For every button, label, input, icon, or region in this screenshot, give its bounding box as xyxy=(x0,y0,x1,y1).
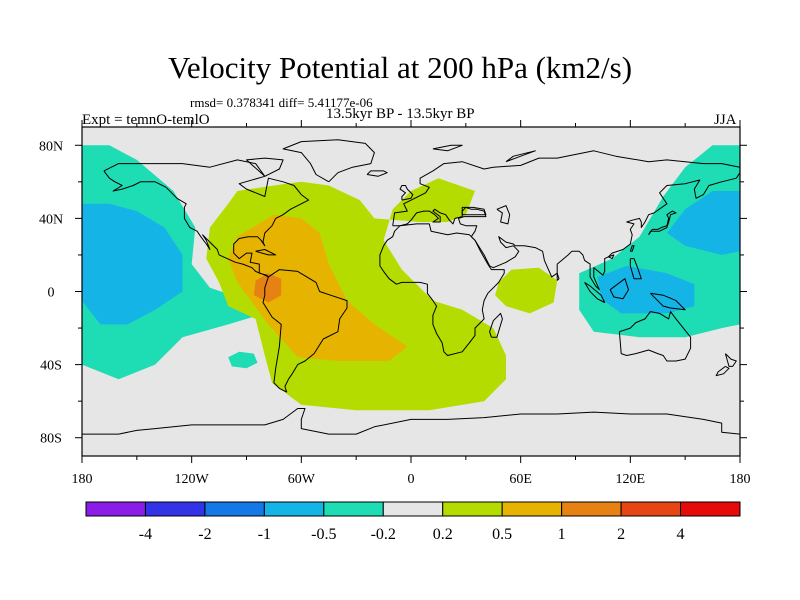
colorbar-swatch xyxy=(620,501,682,517)
coastline-australia xyxy=(618,311,692,362)
region-ne-pacific-core xyxy=(82,203,183,325)
coastline-novaya-zemlya xyxy=(505,150,536,163)
x-tick-label: 120E xyxy=(616,472,646,487)
x-tick-label: 180 xyxy=(72,472,93,487)
region-maritime-core xyxy=(597,265,695,314)
y-tick-label: 80N xyxy=(39,139,63,154)
coastline-japan xyxy=(648,210,677,236)
coastline-philippines xyxy=(629,258,642,280)
colorbar-label: 0.5 xyxy=(492,526,512,543)
colorbar-label: 0.2 xyxy=(433,526,453,543)
coastline-uk xyxy=(399,185,414,201)
y-tick-label: 80S xyxy=(40,432,62,447)
colorbar: -4 -2 -1 -0.5 -0.2 0.2 0.5 1 2 4 xyxy=(85,501,741,543)
coastline-new-zealand-south xyxy=(715,365,730,377)
coastline-south-america xyxy=(262,269,348,393)
colorbar-swatch xyxy=(204,501,265,517)
colorbar-swatch xyxy=(382,501,444,517)
colorbar-label: -1 xyxy=(258,526,271,543)
coastline-hainan xyxy=(608,254,615,260)
stats-text: rmsd= 0.378341 diff= 5.41177e-06 xyxy=(190,95,373,110)
region-s-pacific-patch xyxy=(228,351,258,369)
region-w-pacific-core xyxy=(666,191,740,255)
coastline-svalbard xyxy=(432,144,463,152)
chart-title: Velocity Potential at 200 hPa (km2/s) xyxy=(167,50,633,85)
colorbar-label: 1 xyxy=(558,526,566,543)
x-tick-label: 120W xyxy=(175,472,210,487)
coastline-iceland xyxy=(366,170,388,177)
x-tick-label: 180 xyxy=(730,472,751,487)
coastline-new-zealand xyxy=(724,353,737,367)
experiment-label: Expt = temnO-temlO xyxy=(82,112,210,128)
colorbar-swatch xyxy=(561,501,622,517)
coastline-africa xyxy=(379,223,505,356)
season-label: JJA xyxy=(714,112,737,128)
colorbar-swatch xyxy=(144,501,206,517)
axis-ticks: 180 120W 60W 0 60E 120E 180 80N 40N 0 40S 80S xyxy=(39,120,751,487)
colorbar-label: 4 xyxy=(677,526,685,543)
colorbar-swatch xyxy=(501,501,563,517)
colorbar-label: -0.2 xyxy=(371,526,396,543)
colorbar-swatch xyxy=(442,501,503,517)
period-label: 13.5kyr BP - 13.5kyr BP xyxy=(326,106,475,122)
coastline-new-guinea xyxy=(650,292,686,311)
y-tick-label: 40S xyxy=(40,359,62,374)
y-tick-label: 40N xyxy=(39,212,63,227)
coastline-greenland xyxy=(282,139,375,183)
coastline-black-sea xyxy=(461,206,487,216)
coastline-cuba xyxy=(255,249,277,256)
coastline-antarctica xyxy=(82,408,740,435)
colorbar-label: -0.5 xyxy=(311,526,336,543)
region-arabian-sea xyxy=(495,267,558,314)
colorbar-swatch xyxy=(263,501,325,517)
contour-fills xyxy=(82,145,740,411)
colorbar-swatch xyxy=(680,501,741,517)
colorbar-label: -2 xyxy=(198,526,211,543)
y-tick-label: 0 xyxy=(48,286,55,301)
x-tick-label: 0 xyxy=(408,472,415,487)
colorbar-label: -4 xyxy=(139,526,152,543)
coastline-north-america xyxy=(103,159,310,278)
x-tick-label: 60E xyxy=(509,472,532,487)
colorbar-swatch xyxy=(323,501,384,517)
coastline-caspian xyxy=(496,205,511,225)
region-ecuador-max xyxy=(253,273,282,303)
coastline-madagascar xyxy=(489,312,503,338)
coastline-sri-lanka xyxy=(556,272,560,281)
coastline-sumatra xyxy=(584,281,606,303)
coastline-borneo xyxy=(609,278,629,300)
coastline-baffin xyxy=(246,157,284,177)
colorbar-swatch xyxy=(85,501,146,517)
coastlines xyxy=(82,139,740,435)
coastline-taiwan xyxy=(629,245,635,252)
x-tick-label: 60W xyxy=(288,472,316,487)
colorbar-label: 2 xyxy=(617,526,625,543)
